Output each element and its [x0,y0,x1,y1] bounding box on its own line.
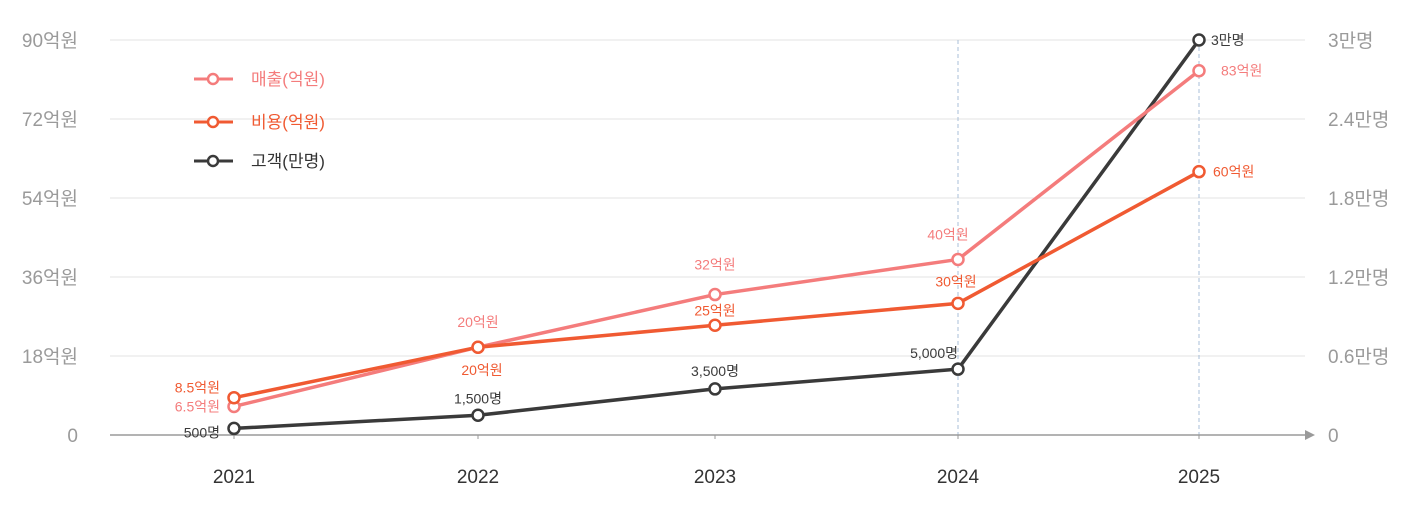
y-right-tick-label: 2.4만명 [1328,109,1389,131]
y-left-tick-label: 18억원 [22,346,78,368]
data-point [471,340,485,354]
y-right-tick-label: 0.6만명 [1328,346,1389,368]
x-axis-arrow-icon [1305,430,1315,440]
x-tick-label: 2022 [457,467,499,488]
data-label: 83억원 [1221,63,1262,79]
data-label: 20억원 [457,314,498,330]
data-point [1192,63,1206,78]
legend-label: 매출(억원) [251,70,325,89]
legend-marker [206,115,220,129]
data-label: 25억원 [694,302,735,318]
legend-label: 비용(억원) [251,113,325,132]
data-label: 6.5억원 [175,398,220,414]
y-right-tick-label: 1.8만명 [1328,188,1389,210]
y-left-tick-label: 72억원 [22,109,78,131]
data-point [951,362,965,376]
axes: 0 18억원 36억원 54억원 72억원 90억원 0 0.6만명 1.2만명 1.8만명 2.4… [22,30,1389,488]
data-label: 40억원 [927,226,968,242]
y-left-tick-label: 0 [67,426,78,447]
data-label: 5,000명 [910,345,958,361]
x-tick-label: 2023 [694,467,736,488]
y-right-tick-label: 3만명 [1328,30,1374,52]
data-point [708,382,722,396]
data-point [951,296,965,311]
y-right-tick-label: 1.2만명 [1328,267,1389,289]
data-point [227,421,241,436]
y-right-tick-label: 0 [1328,426,1339,447]
data-point [708,318,722,333]
data-point [227,390,241,405]
data-label: 32억원 [694,257,735,273]
data-point [1192,164,1206,179]
gridlines [110,39,1305,435]
x-tick-label: 2024 [937,467,980,488]
y-left-tick-label: 54억원 [22,188,78,210]
legend-marker [206,72,220,86]
data-label: 3,500명 [691,363,739,379]
data-label: 20억원 [461,362,502,378]
data-label: 500명 [184,424,220,440]
data-point [1192,33,1206,47]
data-label: 8.5억원 [175,380,220,396]
x-tick-label: 2021 [213,467,255,488]
data-point [708,287,722,302]
data-point [471,408,485,422]
data-label: 1,500명 [454,390,502,406]
y-left-tick-label: 36억원 [22,267,78,289]
y-left-tick-label: 90억원 [22,30,78,52]
data-label: 60억원 [1213,164,1254,180]
series-group [227,33,1206,436]
data-labels: 500명 1,500명 3,500명 5,000명 3만명 6.5억원 20억원 32억원 40… [175,32,1263,440]
x-tick-label: 2025 [1178,467,1220,488]
data-point [951,252,965,267]
data-label: 3만명 [1211,32,1245,48]
legend-label: 고객(만명) [251,152,325,171]
data-label: 30억원 [935,273,976,289]
legend: 매출(억원) 비용(억원) 고객(만명) [194,70,325,171]
legend-marker [206,154,220,168]
